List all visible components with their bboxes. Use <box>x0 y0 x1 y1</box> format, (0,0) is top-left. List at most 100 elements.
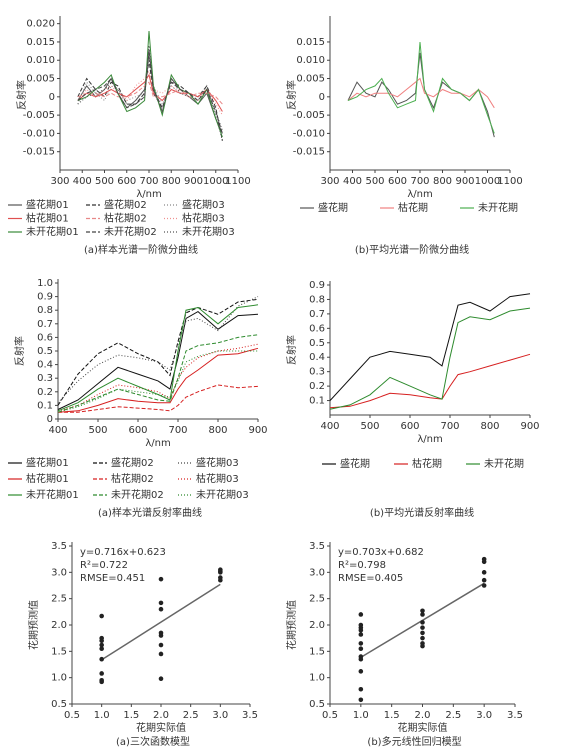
y-tick-label: 0.5 <box>309 699 325 710</box>
y-tick-label: 0.8 <box>309 294 325 305</box>
y-axis-label: 花期预测值 <box>285 600 298 650</box>
x-tick-label: 300 <box>50 176 69 187</box>
legend-label: 盛花期03 <box>196 456 239 469</box>
x-tick-label: 900 <box>455 176 474 187</box>
x-axis-label: 花期实际值 <box>398 721 448 734</box>
x-tick-label: 2.0 <box>153 710 169 721</box>
point <box>99 678 104 683</box>
series-line <box>57 310 259 410</box>
x-tick-label: 700 <box>440 421 459 432</box>
x-tick-label: 600 <box>388 176 407 187</box>
legend-label: 枯花期 <box>412 457 442 470</box>
legend-label: 盛花期 <box>318 201 348 214</box>
legend-label: 未开花期 <box>478 201 518 214</box>
x-tick-label: 500 <box>360 421 379 432</box>
point <box>158 642 164 648</box>
y-tick-label: -0.015 <box>23 147 55 158</box>
series-line <box>57 296 259 404</box>
x-tick-label: 600 <box>117 176 136 187</box>
legend-label: 枯花期02 <box>111 472 154 485</box>
series-line <box>57 304 259 412</box>
point <box>99 613 104 619</box>
point <box>99 671 104 676</box>
x-axis-label: 花期实际值 <box>136 721 186 734</box>
series-line <box>57 298 259 406</box>
x-tick-label: 800 <box>208 425 227 436</box>
y-tick-label: 0.5 <box>37 346 53 357</box>
x-tick-label: 900 <box>520 421 539 432</box>
x-tick-label: 3.5 <box>507 710 523 721</box>
annotation: y=0.703x+0.682 <box>338 547 424 558</box>
legend-label: 盛花期 <box>340 457 370 470</box>
y-tick-label: -0.005 <box>23 110 55 121</box>
x-axis-label: λ/nm <box>407 189 432 200</box>
y-tick-label: 2.0 <box>309 620 325 631</box>
y-tick-label: 0.3 <box>37 373 53 384</box>
x-tick-label: 0.5 <box>322 710 338 721</box>
point <box>99 642 104 648</box>
y-tick-label: 0.9 <box>37 292 53 303</box>
legend-label: 未开花期 <box>484 457 524 470</box>
caption: (b)平均光谱一阶微分曲线 <box>355 243 469 256</box>
x-tick-label: 400 <box>343 176 362 187</box>
x-tick-label: 1.0 <box>94 710 110 721</box>
x-tick-label: 500 <box>365 176 384 187</box>
x-tick-label: 800 <box>480 421 499 432</box>
point <box>420 608 425 614</box>
point <box>420 612 425 617</box>
point <box>158 606 164 612</box>
series-line <box>77 69 223 116</box>
y-tick-label: 0.010 <box>296 55 325 66</box>
y-tick-label: 1.0 <box>37 278 53 289</box>
y-tick-label: 3.0 <box>51 567 67 578</box>
point <box>99 635 104 641</box>
x-axis-label: λ/nm <box>417 434 442 445</box>
y-tick-label: 0.5 <box>309 338 325 349</box>
x-tick-label: 1100 <box>225 176 250 187</box>
y-tick-label: 0.8 <box>37 305 53 316</box>
y-tick-label: 1.0 <box>51 673 67 684</box>
point <box>99 646 104 651</box>
fit-line <box>101 583 221 661</box>
y-tick-label: -0.005 <box>293 110 325 121</box>
point <box>420 620 425 625</box>
y-tick-label: 2.5 <box>51 594 67 605</box>
x-tick-label: 400 <box>320 421 339 432</box>
x-tick-label: 700 <box>168 425 187 436</box>
annotation: R²=0.798 <box>338 560 386 571</box>
x-tick-label: 900 <box>184 176 203 187</box>
series-line <box>329 307 531 410</box>
y-tick-label: 0.2 <box>37 387 53 398</box>
y-tick-label: 0.5 <box>51 699 67 710</box>
x-axis-label: λ/nm <box>136 189 161 200</box>
y-tick-label: 1.0 <box>309 673 325 684</box>
y-tick-label: 3.0 <box>309 567 325 578</box>
caption: (a)样本光谱一阶微分曲线 <box>84 243 198 256</box>
y-tick-label: 0.6 <box>309 323 325 334</box>
caption: (b)多元线性回归模型 <box>367 735 461 748</box>
y-tick-label: 0 <box>319 92 325 103</box>
y-tick-label: 0.4 <box>37 360 53 371</box>
series-line <box>77 45 223 141</box>
point <box>481 570 487 575</box>
y-tick-label: 1.5 <box>51 646 67 657</box>
y-tick-label: 0.3 <box>309 367 325 378</box>
x-tick-label: 700 <box>410 176 429 187</box>
point <box>358 697 364 703</box>
x-tick-label: 2.5 <box>183 710 199 721</box>
legend-label: 枯花期03 <box>182 212 225 225</box>
x-tick-label: 500 <box>95 176 114 187</box>
y-tick-label: 0.020 <box>26 19 55 30</box>
legend-label: 盛花期02 <box>104 198 147 211</box>
y-tick-label: 0.005 <box>296 74 325 85</box>
x-tick-label: 0.5 <box>64 710 80 721</box>
point <box>481 577 487 583</box>
point <box>481 583 487 588</box>
point <box>358 622 364 628</box>
y-tick-label: 0.1 <box>309 396 325 407</box>
y-tick-label: 0.6 <box>37 332 53 343</box>
point <box>481 556 487 562</box>
x-tick-label: 400 <box>73 176 92 187</box>
legend-label: 枯花期03 <box>196 472 239 485</box>
series-line <box>347 41 495 134</box>
